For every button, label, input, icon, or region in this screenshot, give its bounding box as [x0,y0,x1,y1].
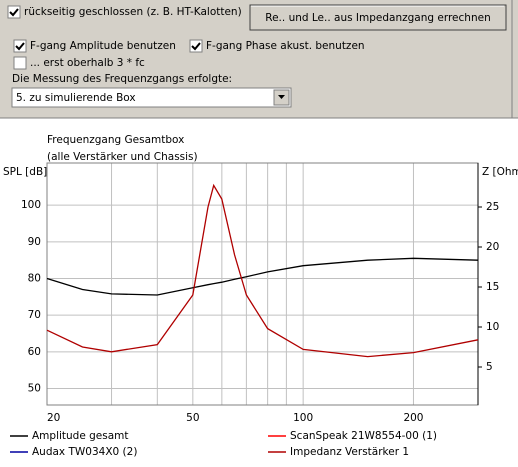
legend-label: ScanSpeak 21W8554-00 (1) [290,430,437,442]
dropdown-label: Die Messung des Frequenzgangs erfolgte: [12,73,232,85]
checkbox[interactable] [189,39,203,53]
dropdown[interactable] [11,87,292,108]
y2-tick-label: 5 [486,361,493,373]
y2-tick-label: 10 [486,321,499,333]
checkbox[interactable] [7,5,21,19]
checkbox-label[interactable]: ... erst oberhalb 3 * fc [30,57,145,69]
y-tick-label: 70 [28,309,41,321]
y2-axis-label: Z [Ohm [482,166,518,178]
chart-title: Frequenzgang Gesamtbox [47,134,184,146]
y-tick-label: 100 [21,199,41,211]
y-tick-label: 90 [28,236,41,248]
series-line [46,183,479,358]
x-tick-label: 50 [186,412,199,424]
y2-tick-label: 25 [486,201,499,213]
legend-label: Amplitude gesamt [32,430,129,442]
checkbox-label[interactable]: F-gang Amplitude benutzen [30,40,176,52]
y-tick-label: 50 [28,383,41,395]
checkbox-label[interactable]: rückseitig geschlossen (z. B. HT-Kalotte… [24,6,242,18]
legend-label: Impedanz Verstärker 1 [290,446,409,458]
y2-tick-label: 15 [486,281,499,293]
button[interactable] [249,4,507,31]
chart-subtitle: (alle Verstärker und Chassis) [47,151,198,163]
x-tick-label: 100 [293,412,313,424]
series-line [46,257,479,296]
checkmark [191,42,201,51]
y-tick-label: 80 [28,273,41,285]
checkbox[interactable] [13,56,27,70]
x-tick-label: 200 [403,412,423,424]
y2-tick-label: 20 [486,241,499,253]
checkbox-label[interactable]: F-gang Phase akust. benutzen [206,40,365,52]
dropdown-arrow [278,95,285,99]
button-label[interactable]: Re.. und Le.. aus Impedanzgang errechnen [265,12,490,24]
checkmark [9,8,19,17]
checkmark [15,42,25,51]
y-axis-label: SPL [dB] [3,166,47,178]
legend-label: Audax TW034X0 (2) [32,446,137,458]
y-tick-label: 60 [28,346,41,358]
checkbox[interactable] [13,39,27,53]
x-tick-label: 20 [47,412,60,424]
dropdown-value[interactable]: 5. zu simulierende Box [16,92,136,104]
